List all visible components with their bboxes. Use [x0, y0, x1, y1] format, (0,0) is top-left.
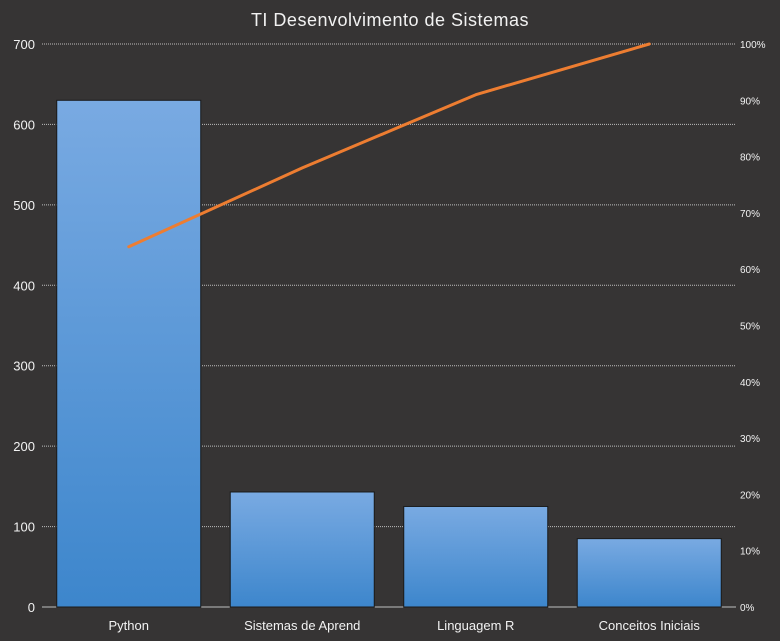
y2-tick-label: 60%	[740, 265, 760, 276]
x-axis: Python Sistemas de Aprend Linguagem R Conce…	[109, 618, 701, 633]
x-tick-label: Sistemas de Aprend	[244, 618, 360, 633]
y2-tick-label: 10%	[740, 547, 760, 558]
y2-tick-label: 70%	[740, 209, 760, 220]
y-tick-label: 200	[13, 439, 35, 454]
cumulative-percent-line	[127, 42, 651, 249]
bars	[56, 99, 722, 608]
y-tick-label: 700	[13, 37, 35, 52]
left-axis: 0 100 200 300 400 500 600 700	[13, 37, 35, 615]
y-tick-label: 100	[13, 520, 35, 535]
y2-tick-label: 80%	[740, 153, 760, 164]
y-tick-label: 300	[13, 359, 35, 374]
y2-tick-label: 30%	[740, 434, 760, 445]
x-tick-label: Conceitos Iniciais	[599, 618, 701, 633]
y2-tick-label: 0%	[740, 603, 755, 614]
y2-tick-label: 90%	[740, 96, 760, 107]
chart-title: TI Desenvolvimento de Sistemas	[251, 10, 529, 30]
y-tick-label: 500	[13, 198, 35, 213]
bar	[576, 538, 722, 608]
y-tick-label: 600	[13, 117, 35, 132]
right-axis: 0% 10% 20% 30% 40% 50% 60% 70% 80% 90% 100%	[740, 40, 766, 614]
y2-tick-label: 50%	[740, 322, 760, 333]
y2-tick-label: 40%	[740, 378, 760, 389]
y-tick-label: 0	[28, 600, 35, 615]
y2-tick-label: 20%	[740, 490, 760, 501]
bar	[403, 505, 549, 608]
x-tick-label: Python	[109, 618, 149, 633]
cumulative-line	[127, 42, 651, 249]
x-tick-label: Linguagem R	[437, 618, 514, 633]
bar	[56, 99, 202, 608]
y2-tick-label: 100%	[740, 40, 766, 51]
bar	[229, 491, 375, 608]
y-tick-label: 400	[13, 278, 35, 293]
